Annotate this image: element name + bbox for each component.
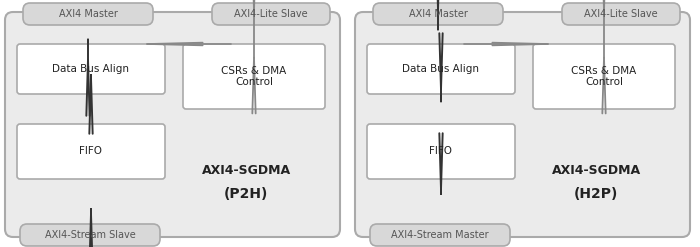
FancyBboxPatch shape bbox=[370, 224, 510, 246]
Text: FIFO: FIFO bbox=[80, 146, 102, 157]
FancyBboxPatch shape bbox=[533, 44, 675, 109]
FancyBboxPatch shape bbox=[183, 44, 325, 109]
Text: AXI4-Lite Slave: AXI4-Lite Slave bbox=[584, 9, 658, 19]
FancyBboxPatch shape bbox=[367, 124, 515, 179]
FancyBboxPatch shape bbox=[562, 3, 680, 25]
Text: AXI4-SGDMA: AXI4-SGDMA bbox=[202, 164, 290, 177]
Text: FIFO: FIFO bbox=[430, 146, 452, 157]
FancyBboxPatch shape bbox=[212, 3, 330, 25]
Text: AXI4-Stream Slave: AXI4-Stream Slave bbox=[45, 230, 135, 240]
Text: AXI4-Stream Master: AXI4-Stream Master bbox=[391, 230, 489, 240]
FancyBboxPatch shape bbox=[373, 3, 503, 25]
FancyBboxPatch shape bbox=[20, 224, 160, 246]
FancyBboxPatch shape bbox=[23, 3, 153, 25]
FancyBboxPatch shape bbox=[17, 44, 165, 94]
Text: Data Bus Align: Data Bus Align bbox=[52, 64, 130, 74]
Text: AXI4-SGDMA: AXI4-SGDMA bbox=[552, 164, 640, 177]
FancyBboxPatch shape bbox=[355, 12, 690, 237]
Text: CSRs & DMA
Control: CSRs & DMA Control bbox=[221, 66, 286, 87]
Text: CSRs & DMA
Control: CSRs & DMA Control bbox=[571, 66, 636, 87]
FancyBboxPatch shape bbox=[5, 12, 340, 237]
Text: AXI4 Master: AXI4 Master bbox=[59, 9, 118, 19]
Text: AXI4-Lite Slave: AXI4-Lite Slave bbox=[234, 9, 308, 19]
Text: (P2H): (P2H) bbox=[224, 187, 268, 201]
FancyBboxPatch shape bbox=[367, 44, 515, 94]
Text: AXI4 Master: AXI4 Master bbox=[409, 9, 468, 19]
Text: (H2P): (H2P) bbox=[574, 187, 618, 201]
FancyBboxPatch shape bbox=[17, 124, 165, 179]
Text: Data Bus Align: Data Bus Align bbox=[402, 64, 480, 74]
